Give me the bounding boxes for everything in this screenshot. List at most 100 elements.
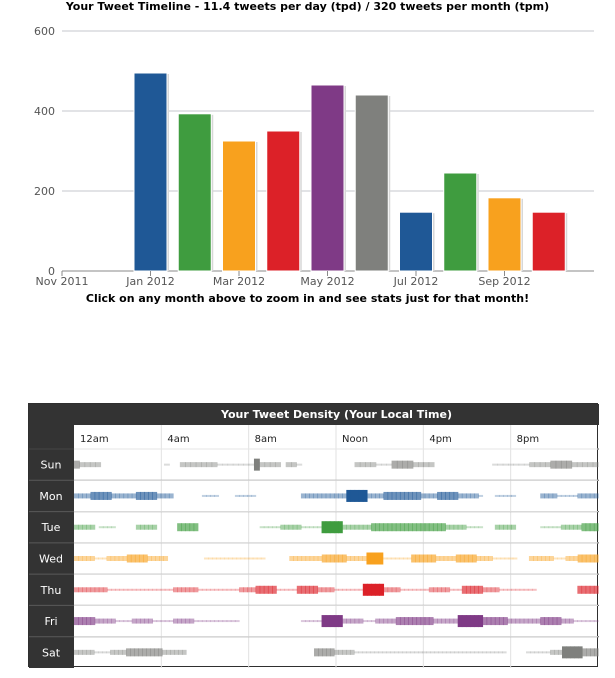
density-cell (428, 493, 434, 499)
density-cell (585, 585, 591, 594)
density-cell (342, 554, 347, 563)
density-cell (523, 618, 529, 624)
density-cell (412, 462, 419, 468)
density-title: Your Tweet Density (Your Local Time) (220, 408, 452, 421)
density-cell (143, 554, 148, 563)
density-cell (156, 620, 162, 623)
bar[interactable] (531, 211, 566, 272)
density-cell (577, 493, 583, 499)
density-cell (74, 524, 79, 530)
density-cell (189, 587, 195, 593)
bar[interactable] (310, 84, 345, 272)
bar[interactable] (487, 197, 522, 272)
density-cell (152, 620, 158, 623)
density-cell (457, 615, 463, 628)
density-cell (503, 524, 508, 530)
density-cell (313, 620, 319, 623)
density-cell (449, 524, 455, 530)
density-cell (247, 587, 253, 593)
density-cell (140, 618, 145, 624)
density-cell (490, 617, 496, 626)
hour-label: Noon (342, 434, 368, 445)
density-cell (508, 463, 514, 466)
density-cell (466, 651, 471, 654)
density-cell (82, 524, 87, 530)
density-cell (582, 462, 589, 468)
density-cell (461, 493, 467, 499)
bar[interactable] (443, 172, 478, 272)
density-cell (329, 587, 335, 593)
bar[interactable] (266, 130, 301, 272)
density-cell (86, 587, 92, 593)
density-cell (140, 524, 145, 530)
density-cell (445, 587, 451, 593)
density-cell (78, 493, 83, 499)
density-cell (82, 493, 87, 499)
density-cell (106, 556, 112, 561)
density-cell (359, 462, 366, 468)
bar[interactable] (177, 113, 212, 272)
density-cell (142, 648, 147, 657)
density-cell (102, 618, 108, 624)
density-cell (412, 588, 418, 591)
bar[interactable] (399, 211, 433, 272)
hour-label: 4pm (429, 434, 451, 445)
density-cell (333, 588, 339, 591)
density-cell (552, 526, 558, 529)
density-cell (201, 462, 207, 468)
density-cell (564, 524, 570, 530)
density-cell (155, 556, 160, 561)
density-cell (350, 588, 356, 591)
density-cell (490, 587, 496, 593)
density-cell (443, 556, 449, 561)
density-cell (379, 618, 385, 624)
density-cell (325, 521, 331, 534)
density-cell (434, 651, 439, 654)
density-cell (89, 462, 96, 468)
density-cell (185, 587, 191, 593)
density-cell (292, 524, 298, 530)
density-cell (317, 556, 323, 561)
density-cell (420, 493, 426, 499)
density-cell (366, 493, 372, 499)
density-cell (107, 618, 112, 624)
density-cell (529, 462, 536, 468)
density-cell (544, 617, 550, 626)
density-cell (329, 615, 335, 628)
density-cell (114, 556, 120, 561)
density-cell (462, 651, 467, 654)
density-cell (338, 521, 343, 534)
density-cell (498, 651, 503, 654)
density-cell (338, 649, 343, 655)
density-cell (395, 587, 401, 593)
density-cell (474, 651, 479, 654)
density-cell (123, 493, 129, 499)
density-cell (569, 494, 574, 497)
density-cell (346, 618, 352, 624)
density-cell (399, 617, 405, 626)
density-cell (313, 493, 319, 499)
density-cell (325, 615, 331, 628)
density-cell (412, 491, 418, 500)
bar[interactable] (133, 72, 168, 272)
density-cell (212, 557, 217, 560)
density-cell (309, 585, 314, 594)
density-cell (358, 556, 364, 561)
density-cell (560, 494, 566, 497)
density-cell (178, 649, 183, 655)
density-cell (474, 493, 479, 499)
bar[interactable] (222, 140, 256, 272)
density-cell (329, 493, 335, 499)
density-cell (437, 491, 442, 500)
density-cell (573, 556, 579, 561)
density-cell (519, 588, 525, 591)
bar[interactable] (354, 94, 389, 272)
density-cell (549, 556, 554, 561)
density-cell (511, 494, 517, 497)
timeline-chart[interactable]: 0 200 400 600 Nov 2011 Jan 2012 Mar 2012 May 20… (0, 14, 615, 292)
density-cell (177, 523, 182, 532)
density-cell (432, 618, 438, 624)
density-cell (126, 648, 131, 657)
density-cell (427, 554, 433, 563)
density-cell (391, 491, 397, 500)
